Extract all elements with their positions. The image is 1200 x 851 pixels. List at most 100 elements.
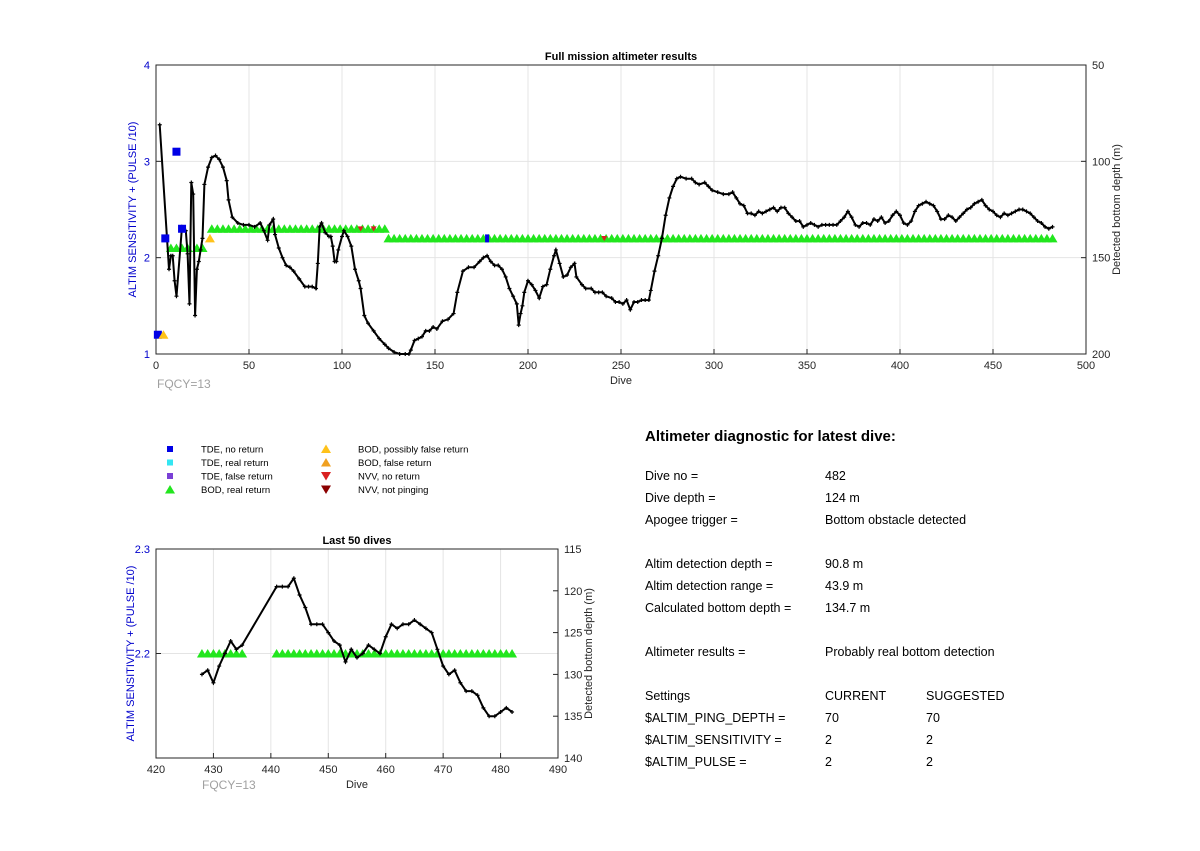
- bottom-depth-point: [481, 705, 486, 710]
- bottom-depth-point: [358, 286, 363, 291]
- bottom-depth-point: [752, 213, 757, 218]
- y2-tick-label: 125: [564, 628, 582, 640]
- bottom-depth-point: [808, 220, 813, 225]
- bottom-depth-point: [579, 282, 584, 287]
- bottom-depth-point: [403, 352, 408, 356]
- bottom-depth-point: [320, 622, 325, 627]
- bottom-depth-point: [315, 261, 320, 266]
- bottom-depth-point: [927, 201, 932, 206]
- bottom-depth-point: [706, 184, 711, 189]
- bottom-depth-point: [434, 326, 439, 331]
- ping-depth-suggested: 70: [926, 711, 940, 725]
- bottom-depth-point: [372, 647, 377, 652]
- ping-depth-current: 70: [825, 711, 839, 725]
- sensitivity-current: 2: [825, 733, 832, 747]
- settings-header-row: Settings CURRENT SUGGESTED: [645, 685, 1165, 707]
- bottom-depth-point: [452, 668, 457, 673]
- bottom-depth-point: [972, 201, 977, 206]
- bottom-depth-point: [778, 205, 783, 210]
- bottom-depth-point: [371, 328, 376, 333]
- detect-depth-label: Altim detection depth =: [645, 557, 773, 571]
- tde-no-return-marker: [178, 224, 187, 233]
- y-tick-label: 2.2: [135, 649, 150, 661]
- bottom-depth-point: [382, 342, 387, 347]
- bottom-depth-point: [314, 622, 319, 627]
- bottom-depth-point: [317, 224, 322, 229]
- bottom-depth-point: [441, 664, 446, 669]
- ping-depth-label: $ALTIM_PING_DEPTH =: [645, 711, 786, 725]
- bottom-depth-point: [793, 219, 798, 224]
- bottom-depth-point: [920, 201, 925, 206]
- bottom-depth-point: [912, 209, 917, 214]
- x-tick-label: 420: [147, 764, 165, 776]
- bottom-depth-point: [460, 269, 465, 274]
- bottom-depth-point: [767, 207, 772, 212]
- pulse-current: 2: [825, 755, 832, 769]
- bottom-depth-point: [572, 261, 577, 266]
- legend-label: TDE, false return: [201, 472, 273, 483]
- bottom-depth-point: [946, 213, 951, 218]
- bottom-depth-point: [235, 220, 240, 225]
- bottom-depth-point: [864, 220, 869, 225]
- bottom-depth-point: [386, 346, 391, 351]
- bottom-depth-point: [782, 205, 787, 210]
- bottom-depth-point: [481, 255, 486, 260]
- bottom-depth-point: [306, 284, 311, 289]
- bottom-depth-point: [297, 276, 302, 281]
- bottom-depth-point: [395, 626, 400, 631]
- sensitivity-label: $ALTIM_SENSITIVITY =: [645, 733, 782, 747]
- bottom-depth-point: [553, 247, 558, 252]
- bottom-depth-point: [790, 215, 795, 220]
- bottom-depth-point: [745, 211, 750, 216]
- bottom-depth-point: [330, 244, 335, 249]
- bottom-depth-point: [684, 176, 689, 181]
- bottom-depth-point: [879, 215, 884, 220]
- bottom-depth-point: [217, 664, 222, 669]
- bottom-depth-point: [533, 288, 538, 293]
- legend-marker: [321, 485, 331, 494]
- altimeter-diagnostic-panel: Altimeter diagnostic for latest dive: Di…: [645, 428, 1165, 773]
- chart-title: Full mission altimeter results: [545, 51, 697, 63]
- legend-label: TDE, real return: [201, 458, 269, 469]
- bottom-depth-point: [604, 294, 609, 299]
- bottom-depth-point: [258, 220, 263, 225]
- y-axis-label: ALTIM SENSITIVITY + (PULSE /10): [125, 566, 137, 742]
- x-tick-label: 300: [705, 360, 723, 372]
- bottom-depth-point: [271, 217, 276, 222]
- bottom-depth-point: [172, 278, 177, 283]
- bottom-depth-point: [343, 659, 348, 664]
- bottom-depth-point: [663, 213, 668, 218]
- suggested-label: SUGGESTED: [926, 689, 1005, 703]
- nvv-no-return-marker: [370, 226, 377, 232]
- bottom-depth-point: [200, 236, 205, 241]
- bottom-depth-point: [336, 247, 341, 252]
- y-tick-label: 2: [144, 253, 150, 265]
- bottom-depth-point: [624, 298, 629, 303]
- bottom-depth-point: [628, 307, 633, 312]
- bottom-depth-point: [247, 222, 251, 227]
- bottom-depth-point: [998, 215, 1003, 220]
- dive-depth-row: Dive depth = 124 m: [645, 487, 1165, 509]
- bottom-depth-point: [353, 267, 358, 272]
- bottom-depth-point: [834, 222, 839, 227]
- bottom-depth-point: [303, 605, 308, 610]
- bottom-depth-point: [485, 253, 490, 258]
- bottom-depth-point: [510, 710, 515, 715]
- calc-depth-row: Calculated bottom depth = 134.7 m: [645, 597, 1165, 619]
- y2-tick-label: 120: [564, 586, 582, 598]
- bottom-depth-point: [924, 199, 929, 204]
- bottom-depth-point: [345, 234, 350, 239]
- legend-label: NVV, no return: [358, 472, 420, 483]
- bottom-depth-point: [797, 219, 802, 224]
- bottom-depth-point: [287, 265, 292, 270]
- bottom-depth-point: [412, 618, 417, 623]
- bottom-depth-point: [991, 209, 995, 214]
- bottom-depth-point: [328, 234, 333, 239]
- x-tick-label: 350: [798, 360, 816, 372]
- bottom-depth-point: [842, 215, 847, 220]
- bottom-depth-point: [419, 334, 424, 339]
- bottom-depth-point: [406, 352, 411, 356]
- bottom-depth-point: [487, 714, 492, 719]
- bottom-depth-point: [812, 222, 817, 227]
- legend-label: TDE, no return: [201, 445, 263, 456]
